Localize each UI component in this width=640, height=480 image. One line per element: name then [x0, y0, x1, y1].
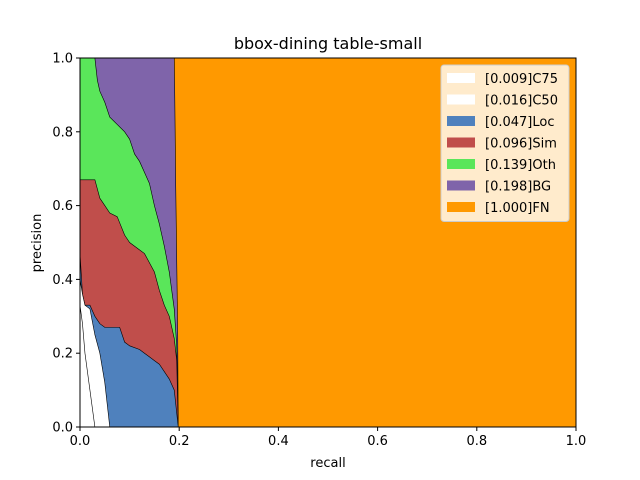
legend-label: [0.047]Loc — [485, 115, 554, 130]
legend-label: [0.096]Sim — [485, 137, 557, 152]
legend-label: [1.000]FN — [485, 201, 550, 216]
x-axis-label: recall — [310, 456, 345, 471]
y-tick-label: 0.0 — [52, 421, 73, 436]
x-tick-label: 0.0 — [70, 434, 91, 449]
chart-title: bbox-dining table-small — [234, 34, 422, 53]
legend-swatch — [447, 180, 475, 191]
y-axis: 0.0 0.2 0.4 0.6 0.8 1.0 — [52, 52, 80, 436]
x-tick-label: 0.6 — [367, 434, 388, 449]
legend: [0.009]C75 [0.016]C50 [0.047]Loc [0.096]Sim… — [440, 64, 570, 222]
legend-swatch — [447, 159, 475, 169]
legend-swatch — [447, 94, 475, 105]
legend-swatch — [447, 73, 475, 83]
legend-swatch — [447, 116, 475, 126]
y-tick-label: 0.4 — [52, 273, 73, 288]
x-tick-label: 1.0 — [566, 434, 587, 449]
plot-frame — [79, 57, 577, 428]
x-tick-label: 0.2 — [169, 434, 190, 449]
y-axis-label: precision — [30, 214, 45, 273]
legend-label: [0.198]BG — [485, 180, 551, 195]
legend-label: [0.016]C50 — [485, 94, 558, 109]
x-axis: 0.0 0.2 0.4 0.6 0.8 1.0 — [70, 427, 587, 449]
legend-label: [0.009]C75 — [485, 72, 558, 87]
legend-swatch — [447, 202, 475, 212]
legend-label: [0.139]Oth — [485, 158, 556, 173]
x-tick-label: 0.4 — [268, 434, 289, 449]
y-tick-label: 0.6 — [52, 199, 73, 214]
y-tick-label: 0.8 — [52, 125, 73, 140]
y-tick-label: 0.2 — [52, 347, 73, 362]
legend-swatch — [447, 137, 475, 148]
x-tick-label: 0.8 — [466, 434, 487, 449]
y-tick-label: 1.0 — [52, 52, 73, 67]
